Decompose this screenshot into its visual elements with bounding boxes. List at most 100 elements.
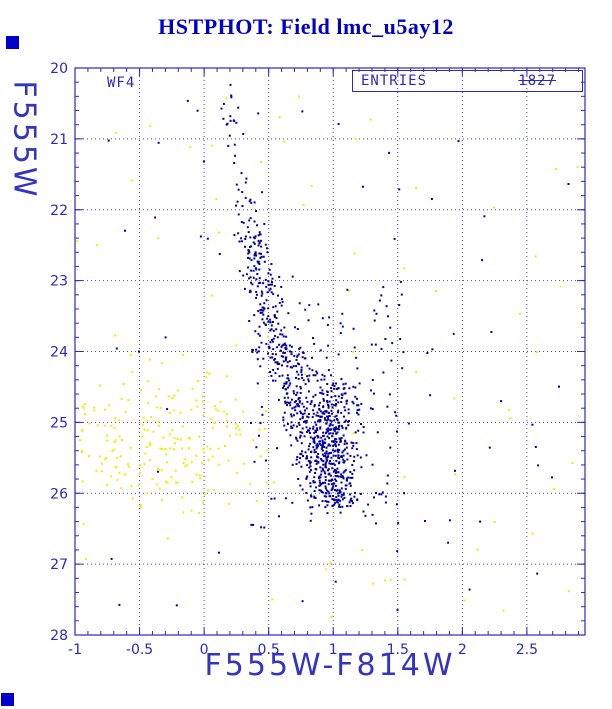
data-point bbox=[384, 501, 387, 504]
data-point bbox=[292, 365, 295, 368]
data-point bbox=[386, 482, 389, 485]
data-point bbox=[296, 362, 299, 365]
data-point bbox=[348, 289, 351, 292]
data-point bbox=[248, 251, 251, 254]
data-point bbox=[293, 406, 296, 409]
data-point bbox=[276, 346, 279, 349]
data-point bbox=[228, 134, 231, 137]
data-point bbox=[320, 447, 323, 450]
data-point bbox=[448, 519, 451, 522]
corner-marker-bottom-icon bbox=[1, 693, 14, 706]
data-point bbox=[265, 481, 268, 484]
data-point bbox=[278, 375, 281, 378]
data-point bbox=[269, 273, 272, 276]
data-point bbox=[299, 452, 302, 455]
data-point bbox=[307, 380, 310, 383]
data-point bbox=[307, 416, 310, 419]
data-point bbox=[333, 440, 336, 443]
data-point bbox=[267, 315, 270, 318]
data-point bbox=[158, 388, 160, 391]
data-point bbox=[253, 460, 256, 463]
data-point bbox=[282, 355, 284, 358]
data-point bbox=[259, 455, 262, 458]
data-point bbox=[300, 369, 303, 371]
data-point bbox=[344, 382, 347, 385]
data-point bbox=[329, 495, 332, 498]
data-point bbox=[328, 414, 331, 417]
data-point bbox=[277, 398, 280, 401]
data-point bbox=[333, 385, 336, 387]
data-point bbox=[346, 458, 349, 461]
data-point bbox=[253, 257, 256, 260]
data-point bbox=[127, 463, 129, 466]
data-point bbox=[351, 400, 354, 403]
data-point bbox=[348, 387, 351, 390]
data-point bbox=[316, 429, 319, 432]
data-point bbox=[209, 448, 212, 451]
data-point bbox=[302, 203, 305, 206]
data-point bbox=[282, 386, 284, 389]
data-point bbox=[199, 477, 202, 480]
data-point bbox=[258, 263, 261, 265]
data-point bbox=[502, 609, 505, 612]
data-point bbox=[302, 455, 304, 457]
data-point bbox=[345, 400, 348, 403]
data-point bbox=[246, 256, 249, 259]
data-point bbox=[271, 356, 274, 359]
data-point bbox=[242, 274, 245, 277]
data-point bbox=[371, 379, 374, 381]
data-point bbox=[337, 395, 340, 398]
data-point bbox=[306, 431, 309, 433]
data-point bbox=[312, 412, 315, 415]
data-point bbox=[181, 496, 184, 499]
data-point bbox=[179, 411, 182, 414]
data-point bbox=[267, 307, 270, 310]
data-point bbox=[188, 447, 191, 450]
data-point bbox=[252, 276, 255, 279]
data-point bbox=[576, 165, 579, 168]
data-point bbox=[260, 239, 263, 242]
data-point bbox=[128, 465, 131, 468]
data-point bbox=[316, 372, 319, 375]
data-point bbox=[277, 294, 279, 297]
data-point bbox=[308, 470, 311, 473]
data-point bbox=[179, 438, 182, 441]
data-point bbox=[340, 411, 343, 414]
data-point bbox=[295, 437, 298, 440]
data-point bbox=[328, 400, 331, 403]
data-point bbox=[129, 354, 132, 357]
data-point bbox=[298, 347, 301, 350]
data-point bbox=[152, 430, 155, 433]
data-point bbox=[320, 470, 323, 473]
data-point bbox=[281, 364, 283, 367]
data-point bbox=[263, 302, 266, 305]
data-point bbox=[285, 381, 288, 384]
data-point bbox=[342, 492, 345, 495]
data-point bbox=[248, 257, 251, 260]
data-point bbox=[335, 459, 338, 462]
data-point bbox=[146, 492, 149, 495]
data-point bbox=[258, 434, 260, 437]
data-point bbox=[173, 436, 176, 439]
data-point bbox=[347, 412, 350, 415]
data-point bbox=[327, 479, 330, 482]
data-point bbox=[119, 455, 122, 458]
data-point bbox=[247, 252, 250, 255]
data-point bbox=[317, 476, 320, 479]
data-point bbox=[300, 412, 302, 415]
data-point bbox=[299, 484, 302, 487]
data-point bbox=[226, 425, 228, 428]
data-point bbox=[282, 419, 285, 422]
data-point bbox=[285, 344, 288, 347]
data-point bbox=[149, 358, 151, 361]
data-point bbox=[331, 462, 334, 465]
data-point bbox=[335, 498, 338, 501]
data-point bbox=[271, 281, 273, 283]
data-point bbox=[210, 294, 213, 297]
data-point bbox=[244, 181, 247, 184]
data-point bbox=[302, 405, 305, 408]
data-point bbox=[206, 445, 209, 448]
data-point bbox=[225, 375, 228, 378]
data-point bbox=[248, 200, 251, 203]
data-point bbox=[305, 491, 308, 494]
